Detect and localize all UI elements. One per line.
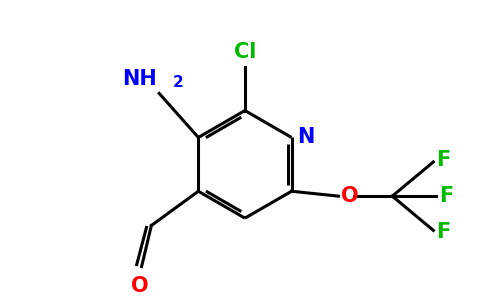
Text: O: O [131,276,149,296]
Text: F: F [436,150,451,170]
Text: F: F [439,186,454,206]
Text: Cl: Cl [234,42,256,62]
Text: N: N [297,128,315,147]
Text: 2: 2 [173,76,183,91]
Text: F: F [436,222,451,242]
Text: NH: NH [122,68,157,88]
Text: O: O [341,186,359,206]
